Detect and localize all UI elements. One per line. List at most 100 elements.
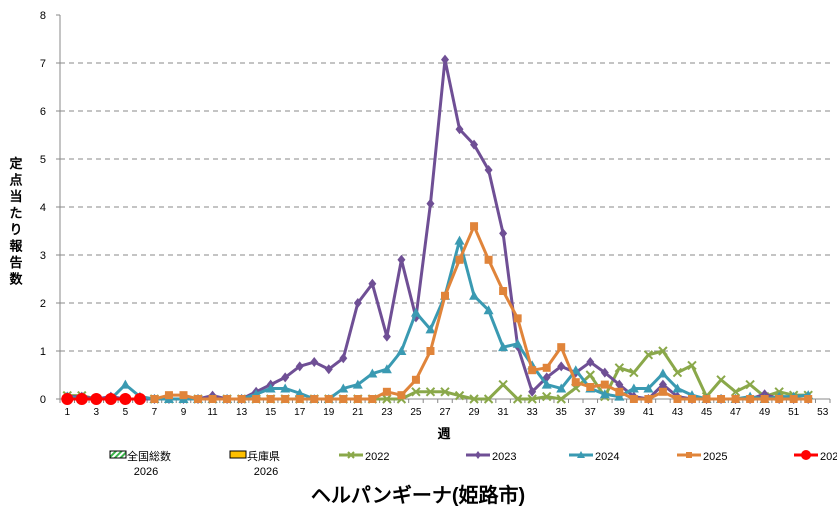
series-group [61,54,814,405]
x-tick-label: 53 [817,407,829,418]
marker-square [702,395,711,403]
marker-stroke [425,387,436,397]
marker-square [368,395,377,403]
legend-label: 2023 [492,451,516,463]
marker-square [441,291,449,300]
marker-triangle [120,379,131,389]
x-axis-label: 週 [437,426,450,441]
x-tick-label: 13 [236,407,248,418]
marker-triangle [469,290,480,300]
x-tick-label: 9 [181,407,187,418]
marker-square [586,383,595,391]
marker-square [804,395,813,403]
marker-square [571,378,580,387]
marker-square [310,395,319,403]
marker-square [629,395,638,403]
marker-stroke [614,363,625,373]
marker-stroke [411,387,421,397]
marker-square [455,255,464,264]
marker-square [295,395,304,403]
legend-sublabel: 2026 [134,466,158,478]
marker-square [673,395,682,403]
marker-triangle [512,338,523,348]
marker-x [716,375,726,385]
x-tick-label: 27 [439,407,451,418]
marker-diamond [368,278,377,289]
marker-square [686,452,692,458]
marker-x [425,387,436,397]
marker-x [745,379,755,390]
marker-diamond [353,298,362,308]
legend-item-2023: 2023 [466,451,516,463]
x-tick-label: 15 [265,407,277,418]
legend-swatch [109,450,127,459]
marker-stroke [527,394,537,404]
x-tick-label: 47 [730,407,742,418]
marker-square [353,395,362,403]
marker-square [324,395,333,403]
marker-circle [119,393,132,405]
marker-stroke [512,394,523,404]
x-tick-label: 33 [527,407,539,418]
marker-stroke [498,379,508,390]
marker-triangle [672,383,683,393]
marker-stroke [585,370,595,380]
marker-square [252,395,261,403]
legend-item-兵庫県: 兵庫県 2026 [229,449,280,478]
x-tick-label: 21 [352,407,364,418]
legend-label: 全国総数 [127,449,171,463]
marker-x [643,350,654,360]
marker-square [789,395,798,403]
marker-stroke [440,387,450,397]
marker-diamond [382,331,391,342]
marker-stroke [469,394,479,404]
marker-triangle [541,379,552,389]
marker-square [150,395,159,403]
x-tick-label: 37 [585,407,597,418]
marker-x [614,363,625,373]
x-tick-label: 5 [123,407,129,418]
marker-stroke [716,375,726,385]
marker-square [484,255,493,264]
marker-square [760,395,769,403]
marker-square [339,395,348,403]
legend-label: 2026 [820,451,837,463]
marker-stroke [382,394,392,404]
marker-triangle [367,368,378,378]
marker-x [382,394,392,404]
x-tick-label: 45 [701,407,713,418]
x-tick-label: 31 [498,407,510,418]
marker-diamond [455,124,464,135]
marker-diamond [339,353,348,364]
marker-x [347,451,355,459]
marker-x [585,370,595,380]
marker-x [498,379,508,390]
marker-stroke [745,379,755,390]
marker-diamond [557,361,566,372]
marker-stroke [483,394,494,404]
marker-square [513,314,522,323]
marker-square [397,391,406,400]
marker-x [411,387,421,397]
y-axis-label: 定点当たり報告数 [8,156,23,287]
marker-square [528,366,537,375]
x-tick-label: 11 [207,407,218,418]
marker-circle [133,393,146,405]
y-tick-label: 1 [40,346,46,358]
chart-title: ヘルパンギーナ(姫路市) [311,483,525,507]
marker-triangle [483,305,494,315]
marker-square [731,395,740,403]
marker-diamond [470,139,479,150]
legend-item-2025: 2025 [677,451,727,463]
marker-x [512,394,523,404]
marker-square [557,343,566,352]
marker-diamond [324,364,333,375]
x-tick-label: 29 [468,407,480,418]
series-line [154,224,809,401]
legend-item-2024: 2024 [569,451,619,463]
marker-square [658,387,667,396]
marker-triangle [381,364,392,374]
marker-x [483,394,494,404]
y-tick-label: 6 [40,106,46,118]
